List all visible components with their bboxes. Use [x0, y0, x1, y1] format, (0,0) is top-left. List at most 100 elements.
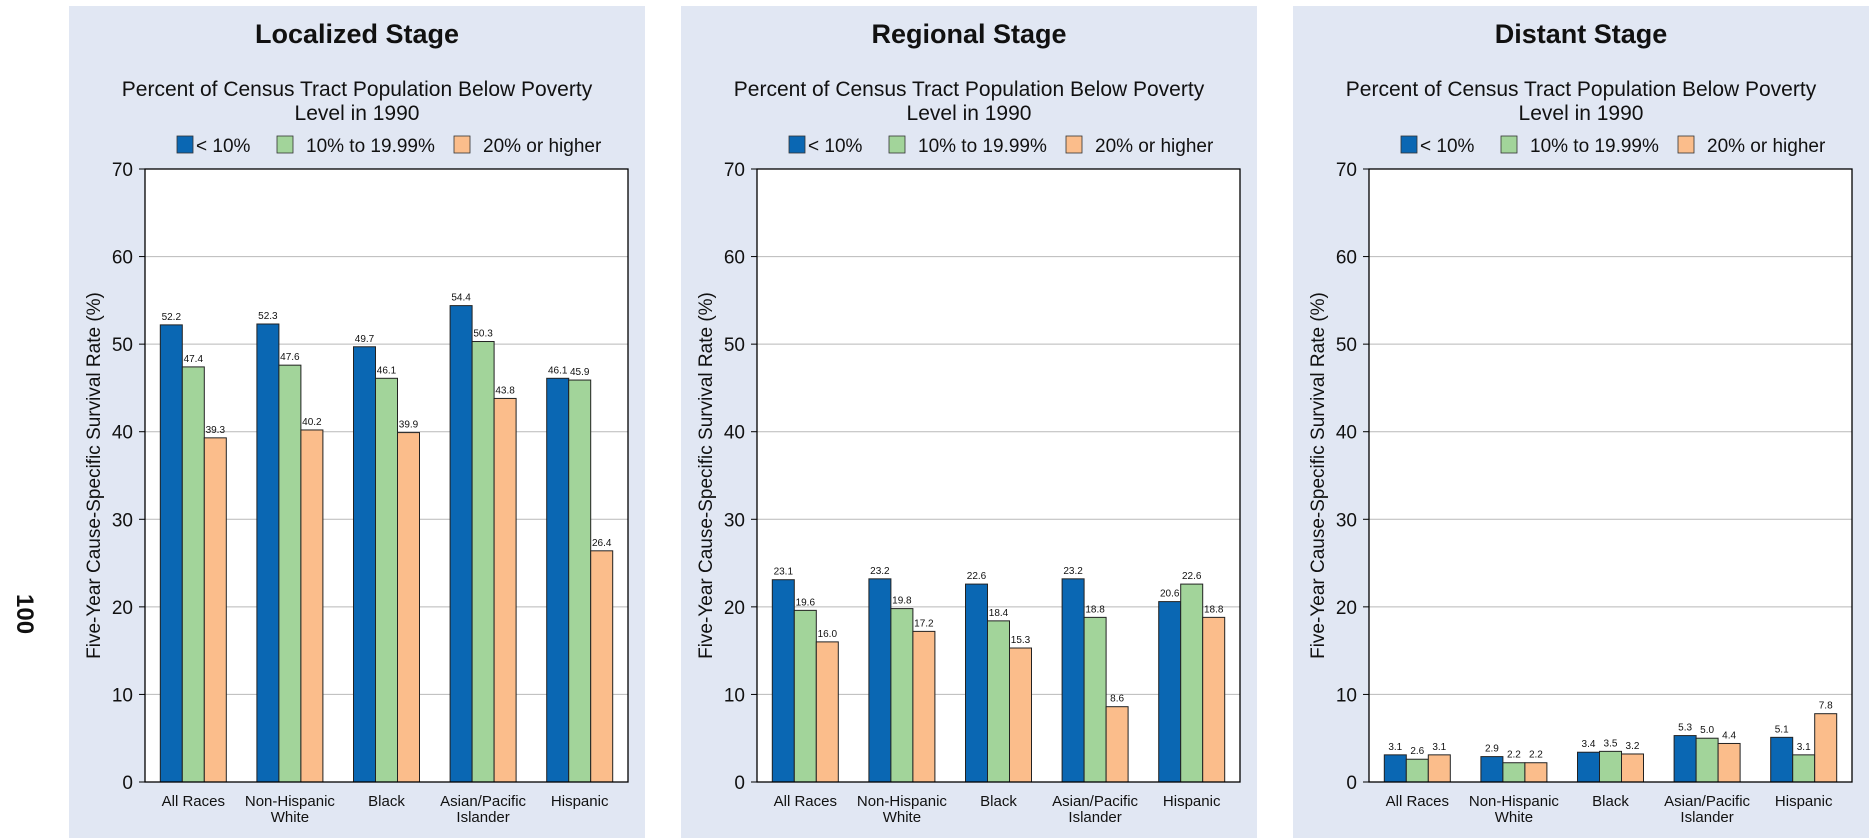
legend-title-line: Level in 1990 [295, 102, 420, 125]
x-tick-label: Islander [1068, 809, 1121, 826]
data-label: 3.5 [1604, 738, 1618, 749]
bar [1158, 601, 1182, 783]
data-label: 4.4 [1722, 730, 1736, 741]
bar [1180, 583, 1204, 783]
bar [1599, 750, 1622, 783]
legend-label: 10% to 19.99% [918, 136, 1047, 157]
data-label: 50.3 [473, 329, 493, 340]
legend-swatch [1065, 135, 1083, 154]
data-label: 3.1 [1432, 742, 1446, 753]
y-tick-label: 40 [112, 423, 133, 444]
chart-panel-1: Localized Stage Percent of Census Tract P… [69, 6, 645, 838]
data-label: 2.2 [1529, 750, 1543, 761]
bar [278, 364, 302, 783]
y-tick-label: 20 [112, 598, 133, 619]
y-tick-label: 20 [724, 598, 745, 619]
bar [1770, 736, 1794, 783]
bar [1695, 737, 1719, 783]
legend-swatch [453, 135, 471, 154]
y-tick-label: 50 [1336, 335, 1357, 356]
legend-label: 20% or higher [1707, 136, 1826, 157]
data-label: 43.8 [495, 385, 515, 396]
bar [493, 397, 517, 783]
data-label: 18.8 [1085, 604, 1105, 615]
y-axis-label: Five-Year Cause-Specific Survival Rate (… [84, 292, 105, 659]
data-label: 8.6 [1110, 694, 1124, 705]
bar [353, 346, 376, 783]
data-label: 5.0 [1700, 725, 1714, 736]
bar [912, 630, 936, 783]
data-label: 15.3 [1011, 635, 1031, 646]
plot-frame [1368, 168, 1853, 783]
data-label: 23.1 [774, 567, 794, 578]
x-tick-label: Non-Hispanic [245, 793, 336, 810]
y-tick-label: 40 [724, 423, 745, 444]
y-axis-label: Five-Year Cause-Specific Survival Rate (… [696, 292, 717, 659]
bar [375, 377, 398, 783]
x-tick-label: All Races [774, 793, 837, 810]
bar [1524, 762, 1548, 783]
data-label: 52.3 [258, 311, 278, 322]
data-label: 2.2 [1507, 750, 1521, 761]
data-label: 39.3 [206, 425, 226, 436]
legend-swatch [1500, 135, 1518, 154]
legend-label: < 10% [1420, 136, 1475, 157]
bar [815, 641, 839, 783]
bar [890, 608, 914, 783]
legend-label: < 10% [808, 136, 863, 157]
bar [1427, 754, 1451, 783]
y-tick-label: 20 [1336, 598, 1357, 619]
x-tick-label: White [271, 809, 309, 826]
data-label: 40.2 [302, 417, 322, 428]
legend-label: 20% or higher [1095, 136, 1214, 157]
bar [793, 609, 817, 783]
bar [1673, 735, 1697, 783]
data-label: 22.6 [1182, 571, 1202, 582]
y-tick-label: 10 [112, 685, 133, 706]
legend-label: 10% to 19.99% [306, 136, 435, 157]
data-label: 47.6 [280, 352, 300, 363]
data-label: 3.1 [1797, 742, 1811, 753]
data-label: 18.4 [989, 608, 1009, 619]
data-label: 39.9 [399, 420, 419, 431]
data-label: 2.9 [1485, 744, 1499, 755]
data-label: 2.6 [1410, 746, 1424, 757]
y-tick-label: 40 [1336, 423, 1357, 444]
data-label: 3.1 [1388, 742, 1402, 753]
bar [965, 583, 988, 783]
data-label: 19.6 [796, 597, 816, 608]
bar [471, 341, 495, 783]
bar [1383, 754, 1407, 783]
x-tick-label: All Races [162, 793, 225, 810]
x-tick-label: Asian/Pacific [1664, 793, 1750, 810]
data-label: 22.6 [967, 571, 987, 582]
bar [397, 432, 420, 783]
bar [181, 366, 205, 783]
bar [590, 550, 614, 783]
bar [1717, 742, 1741, 783]
data-label: 23.2 [870, 566, 890, 577]
x-tick-label: Non-Hispanic [857, 793, 948, 810]
bar [300, 429, 324, 783]
data-label: 49.7 [355, 334, 375, 345]
y-tick-label: 50 [724, 335, 745, 356]
y-tick-label: 30 [724, 510, 745, 531]
legend-label: < 10% [196, 136, 251, 157]
y-tick-label: 30 [112, 510, 133, 531]
data-label: 16.0 [818, 629, 838, 640]
data-label: 46.1 [377, 365, 397, 376]
bar [1792, 754, 1816, 783]
data-label: 52.2 [162, 312, 182, 323]
x-tick-label: White [1495, 809, 1533, 826]
y-tick-label: 60 [112, 248, 133, 269]
x-tick-label: Asian/Pacific [1052, 793, 1138, 810]
x-tick-label: Hispanic [1163, 793, 1221, 810]
x-tick-label: Asian/Pacific [440, 793, 526, 810]
plot-area [1369, 169, 1852, 782]
data-label: 17.2 [914, 618, 934, 629]
bar [568, 379, 592, 783]
bar [1814, 713, 1838, 783]
data-label: 3.4 [1582, 739, 1596, 750]
y-tick-label: 60 [1336, 248, 1357, 269]
